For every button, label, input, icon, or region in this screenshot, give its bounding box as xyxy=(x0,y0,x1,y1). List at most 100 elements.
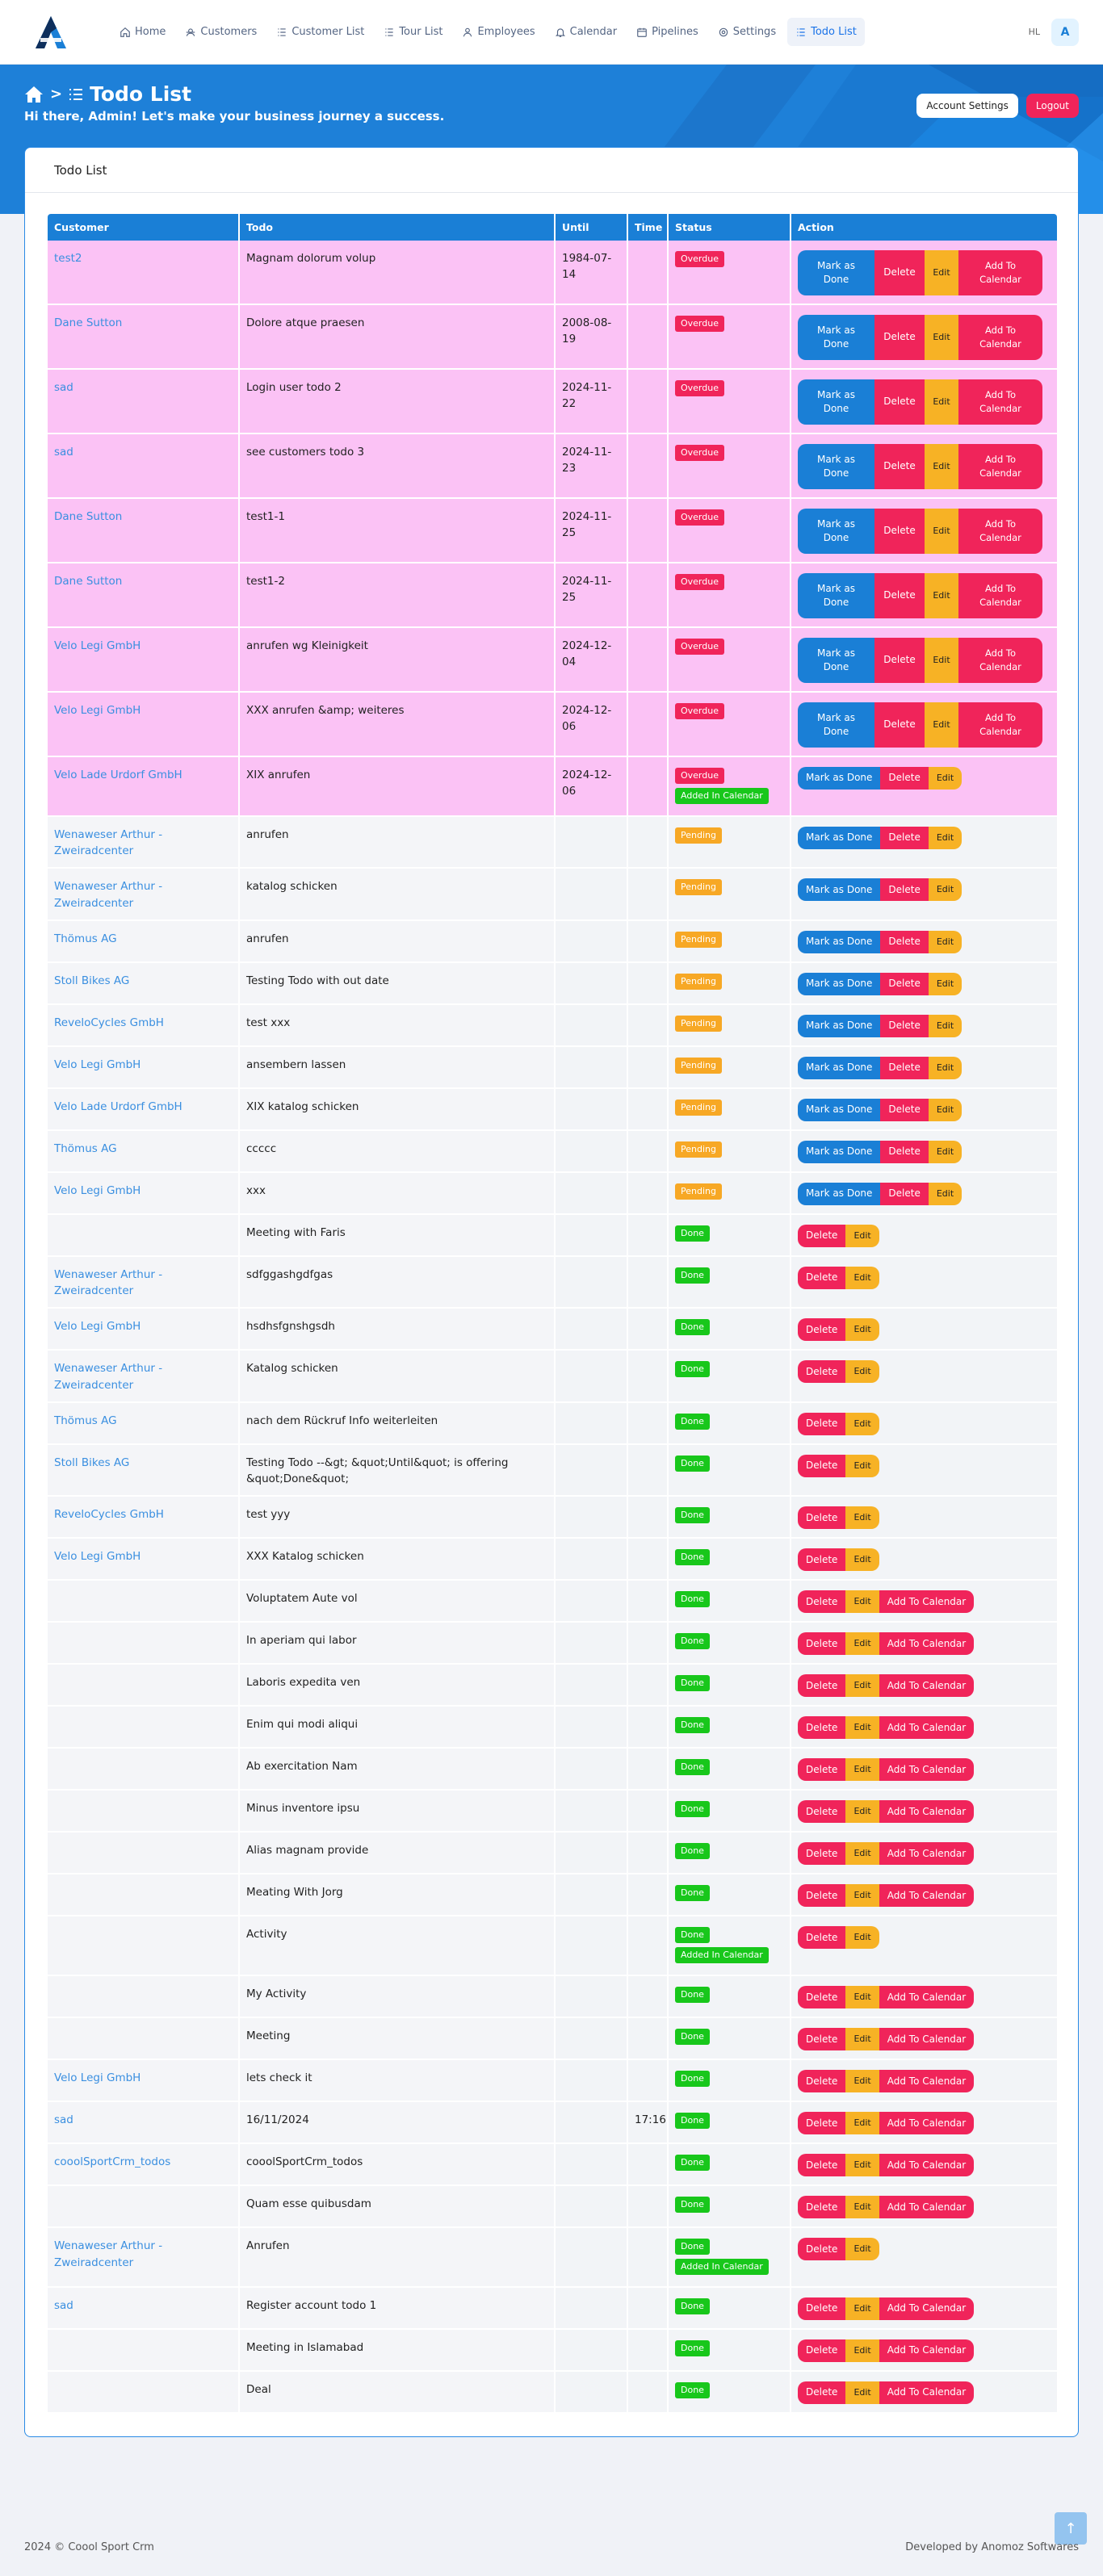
edit-button[interactable]: Edit xyxy=(845,1318,879,1342)
mark-done-button[interactable]: Mark as Done xyxy=(798,573,874,618)
edit-button[interactable]: Edit xyxy=(845,1986,879,2009)
add-calendar-button[interactable]: Add To Calendar xyxy=(958,638,1042,683)
edit-button[interactable]: Edit xyxy=(845,2112,879,2135)
customer-cell-text[interactable]: cooolSportCrm_todos xyxy=(54,2155,171,2169)
customer-cell-text[interactable]: Wenaweser Arthur - Zweiradcenter xyxy=(54,880,163,910)
mark-done-button[interactable]: Mark as Done xyxy=(798,767,881,790)
customer-cell-text[interactable]: Wenaweser Arthur - Zweiradcenter xyxy=(54,1362,163,1392)
mark-done-button[interactable]: Mark as Done xyxy=(798,826,881,849)
customer-cell-text[interactable]: Dane Sutton xyxy=(54,510,123,523)
delete-button[interactable]: Delete xyxy=(798,1360,846,1384)
customer-cell-text[interactable]: Dane Sutton xyxy=(54,316,123,329)
delete-button[interactable]: Delete xyxy=(798,2339,846,2363)
edit-button[interactable]: Edit xyxy=(845,2297,879,2321)
logout-button[interactable]: Logout xyxy=(1025,94,1079,118)
edit-button[interactable]: Edit xyxy=(845,1800,879,1824)
edit-button[interactable]: Edit xyxy=(925,638,958,683)
add-calendar-button[interactable]: Add To Calendar xyxy=(879,1632,975,1656)
delete-button[interactable]: Delete xyxy=(798,1412,846,1435)
customer-cell-text[interactable]: ReveloCycles GmbH xyxy=(54,1508,164,1522)
delete-button[interactable]: Delete xyxy=(798,1224,846,1247)
delete-button[interactable]: Delete xyxy=(798,2196,846,2219)
delete-button[interactable]: Delete xyxy=(798,1318,846,1342)
delete-button[interactable]: Delete xyxy=(798,1716,846,1740)
customer-cell-text[interactable]: test2 xyxy=(54,252,82,265)
edit-button[interactable]: Edit xyxy=(928,1014,963,1037)
nav-pipelines[interactable]: Pipelines xyxy=(628,18,707,46)
customer-cell-text[interactable]: sad xyxy=(54,2299,73,2313)
edit-button[interactable]: Edit xyxy=(925,509,958,554)
edit-button[interactable]: Edit xyxy=(928,1140,963,1163)
add-calendar-button[interactable]: Add To Calendar xyxy=(879,1986,975,2009)
customer-cell-text[interactable]: sad xyxy=(54,446,73,459)
nav-settings[interactable]: Settings xyxy=(710,18,784,46)
edit-button[interactable]: Edit xyxy=(925,250,958,295)
edit-button[interactable]: Edit xyxy=(928,1098,963,1121)
customer-cell-text[interactable]: Velo Legi GmbH xyxy=(54,1058,141,1071)
nav-todo-list[interactable]: Todo List xyxy=(787,18,865,46)
add-calendar-button[interactable]: Add To Calendar xyxy=(958,702,1042,748)
delete-button[interactable]: Delete xyxy=(880,878,929,902)
nav-calendar[interactable]: Calendar xyxy=(547,18,625,46)
customer-cell-text[interactable]: ReveloCycles GmbH xyxy=(54,1016,164,1029)
scroll-top-button[interactable]: ↑ xyxy=(1055,2512,1087,2545)
delete-button[interactable]: Delete xyxy=(798,2381,846,2405)
delete-button[interactable]: Delete xyxy=(880,1098,929,1121)
mark-done-button[interactable]: Mark as Done xyxy=(798,250,874,295)
customer-cell-text[interactable]: Wenaweser Arthur - Zweiradcenter xyxy=(54,827,163,858)
mark-done-button[interactable]: Mark as Done xyxy=(798,972,881,995)
edit-button[interactable]: Edit xyxy=(925,315,958,360)
delete-button[interactable]: Delete xyxy=(874,509,925,554)
customer-cell-text[interactable]: Velo Legi GmbH xyxy=(54,704,141,717)
delete-button[interactable]: Delete xyxy=(798,1986,846,2009)
edit-button[interactable]: Edit xyxy=(928,1056,963,1079)
add-calendar-button[interactable]: Add To Calendar xyxy=(879,2339,975,2363)
add-calendar-button[interactable]: Add To Calendar xyxy=(879,2196,975,2219)
delete-button[interactable]: Delete xyxy=(798,1800,846,1824)
edit-button[interactable]: Edit xyxy=(845,1266,879,1289)
edit-button[interactable]: Edit xyxy=(845,1758,879,1782)
edit-button[interactable]: Edit xyxy=(845,2028,879,2051)
delete-button[interactable]: Delete xyxy=(798,1506,846,1530)
edit-button[interactable]: Edit xyxy=(928,930,963,953)
nav-home[interactable]: Home xyxy=(111,18,174,46)
account-settings-button[interactable]: Account Settings xyxy=(916,94,1018,118)
delete-button[interactable]: Delete xyxy=(798,2154,846,2177)
delete-button[interactable]: Delete xyxy=(874,250,925,295)
add-calendar-button[interactable]: Add To Calendar xyxy=(958,509,1042,554)
mark-done-button[interactable]: Mark as Done xyxy=(798,878,881,902)
mark-done-button[interactable]: Mark as Done xyxy=(798,444,874,489)
add-calendar-button[interactable]: Add To Calendar xyxy=(958,315,1042,360)
edit-button[interactable]: Edit xyxy=(845,1412,879,1435)
delete-button[interactable]: Delete xyxy=(874,638,925,683)
customer-cell-text[interactable]: Thömus AG xyxy=(54,1141,117,1155)
edit-button[interactable]: Edit xyxy=(845,1842,879,1866)
delete-button[interactable]: Delete xyxy=(798,1454,846,1477)
mark-done-button[interactable]: Mark as Done xyxy=(798,1056,881,1079)
edit-button[interactable]: Edit xyxy=(845,1454,879,1477)
delete-button[interactable]: Delete xyxy=(880,1056,929,1079)
edit-button[interactable]: Edit xyxy=(925,702,958,748)
delete-button[interactable]: Delete xyxy=(874,573,925,618)
customer-cell-text[interactable]: sad xyxy=(54,381,73,394)
edit-button[interactable]: Edit xyxy=(845,1716,879,1740)
add-calendar-button[interactable]: Add To Calendar xyxy=(879,2297,975,2321)
delete-button[interactable]: Delete xyxy=(880,1014,929,1037)
edit-button[interactable]: Edit xyxy=(928,972,963,995)
mark-done-button[interactable]: Mark as Done xyxy=(798,509,874,554)
add-calendar-button[interactable]: Add To Calendar xyxy=(879,2028,975,2051)
delete-button[interactable]: Delete xyxy=(874,444,925,489)
add-calendar-button[interactable]: Add To Calendar xyxy=(958,379,1042,425)
delete-button[interactable]: Delete xyxy=(880,930,929,953)
customer-cell-text[interactable]: Stoll Bikes AG xyxy=(54,1456,130,1469)
add-calendar-button[interactable]: Add To Calendar xyxy=(958,250,1042,295)
customer-cell-text[interactable]: Thömus AG xyxy=(54,1414,117,1427)
edit-button[interactable]: Edit xyxy=(928,1182,963,1205)
delete-button[interactable]: Delete xyxy=(798,1926,846,1950)
delete-button[interactable]: Delete xyxy=(880,826,929,849)
mark-done-button[interactable]: Mark as Done xyxy=(798,1140,881,1163)
add-calendar-button[interactable]: Add To Calendar xyxy=(879,1716,975,1740)
edit-button[interactable]: Edit xyxy=(845,1360,879,1384)
edit-button[interactable]: Edit xyxy=(845,1632,879,1656)
edit-button[interactable]: Edit xyxy=(845,1674,879,1698)
